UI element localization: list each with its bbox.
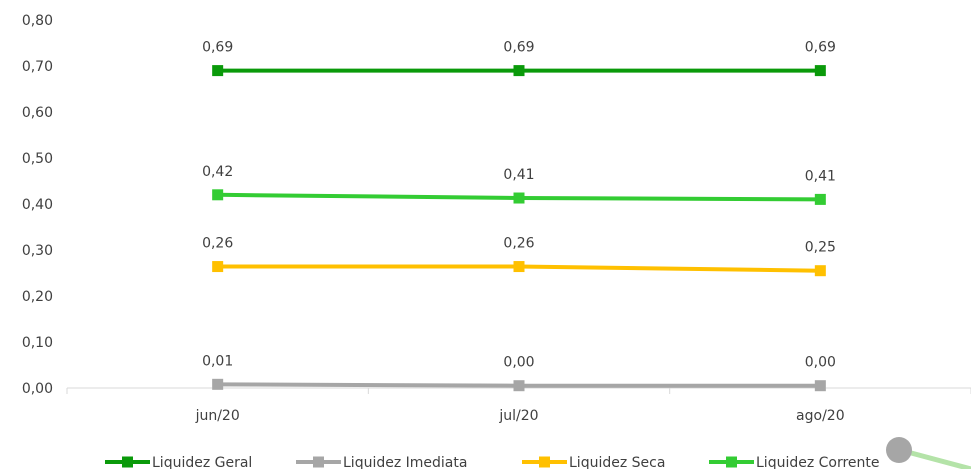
series-lines xyxy=(212,65,826,392)
decorative-overlay xyxy=(886,437,971,469)
legend-label: Liquidez Corrente xyxy=(756,455,880,469)
y-tick-label: 0,20 xyxy=(22,289,53,305)
data-label: 0,01 xyxy=(202,353,233,369)
data-label: 0,00 xyxy=(503,355,534,371)
data-label: 0,69 xyxy=(805,40,836,56)
data-label: 0,42 xyxy=(202,164,233,180)
data-point-marker xyxy=(814,193,826,205)
x-axis: jun/20 jul/20 ago/20 xyxy=(66,387,971,424)
y-tick-label: 0,80 xyxy=(22,13,53,29)
data-labels: 0,69 0,69 0,69 0,01 0,00 0,00 0,26 0,26 0,25 0,42… xyxy=(202,40,836,371)
data-point-marker xyxy=(814,265,826,277)
legend-label: Liquidez Imediata xyxy=(343,455,467,469)
data-label: 0,25 xyxy=(805,240,836,256)
decorative-circle xyxy=(886,437,912,463)
y-tick-label: 0,50 xyxy=(22,151,53,167)
legend-marker xyxy=(122,456,133,468)
data-point-marker xyxy=(212,65,224,77)
y-axis-tick-labels: 0,00 0,10 0,20 0,30 0,40 0,50 0,60 0,70 0,80 xyxy=(22,13,53,397)
data-point-marker xyxy=(212,261,224,273)
data-label: 0,69 xyxy=(202,40,233,56)
y-tick-label: 0,30 xyxy=(22,243,53,259)
x-tick-label: ago/20 xyxy=(796,408,845,424)
x-tick-label: jul/20 xyxy=(498,408,538,424)
data-label: 0,26 xyxy=(202,236,233,252)
data-point-marker xyxy=(212,378,224,390)
data-point-marker xyxy=(513,192,525,204)
data-point-marker xyxy=(814,65,826,77)
legend-marker xyxy=(539,456,550,468)
data-point-marker xyxy=(513,65,525,77)
legend-label: Liquidez Seca xyxy=(569,455,665,469)
decorative-line xyxy=(899,447,971,469)
y-tick-label: 0,10 xyxy=(22,335,53,351)
data-label: 0,69 xyxy=(503,40,534,56)
data-label: 0,00 xyxy=(805,355,836,371)
y-tick-label: 0,40 xyxy=(22,197,53,213)
legend: Liquidez Geral Liquidez Imediata Liquidez … xyxy=(105,455,880,469)
x-tick-label: jun/20 xyxy=(195,408,240,424)
data-point-marker xyxy=(513,380,525,392)
data-label: 0,26 xyxy=(503,236,534,252)
data-label: 0,41 xyxy=(805,168,836,184)
legend-label: Liquidez Geral xyxy=(152,455,252,469)
y-tick-label: 0,00 xyxy=(22,381,53,397)
legend-marker xyxy=(313,456,324,468)
y-tick-label: 0,60 xyxy=(22,105,53,121)
y-tick-label: 0,70 xyxy=(22,59,53,75)
data-label: 0,41 xyxy=(503,167,534,183)
data-point-marker xyxy=(513,261,525,273)
legend-marker xyxy=(726,456,737,468)
data-point-marker xyxy=(212,189,224,201)
data-point-marker xyxy=(814,380,826,392)
